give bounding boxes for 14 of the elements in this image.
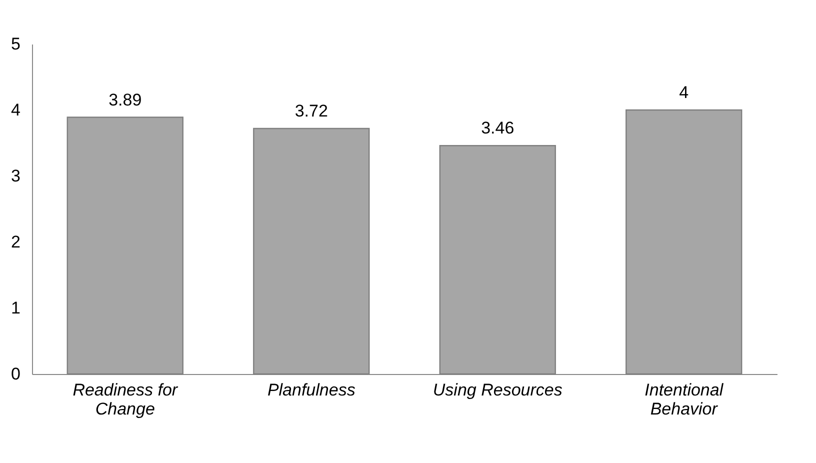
y-tick-label: 2 [11,232,20,252]
y-tick-label: 4 [11,100,20,120]
data-label: 3.72 [294,101,328,120]
x-tick-label: Using Resources [432,380,563,400]
y-tick-label: 3 [11,166,20,186]
x-tick-label: Planfulness [267,380,356,400]
y-tick-label: 1 [11,298,20,318]
data-label: 3.46 [481,118,514,138]
data-label: 4 [679,83,689,102]
x-tick-label: Intentional Behavior [644,380,724,418]
y-tick-label: 0 [11,364,20,384]
y-tick-label: 5 [11,34,20,54]
x-tick-label: Readiness for Change [72,380,179,418]
data-label: 3.89 [108,90,142,110]
